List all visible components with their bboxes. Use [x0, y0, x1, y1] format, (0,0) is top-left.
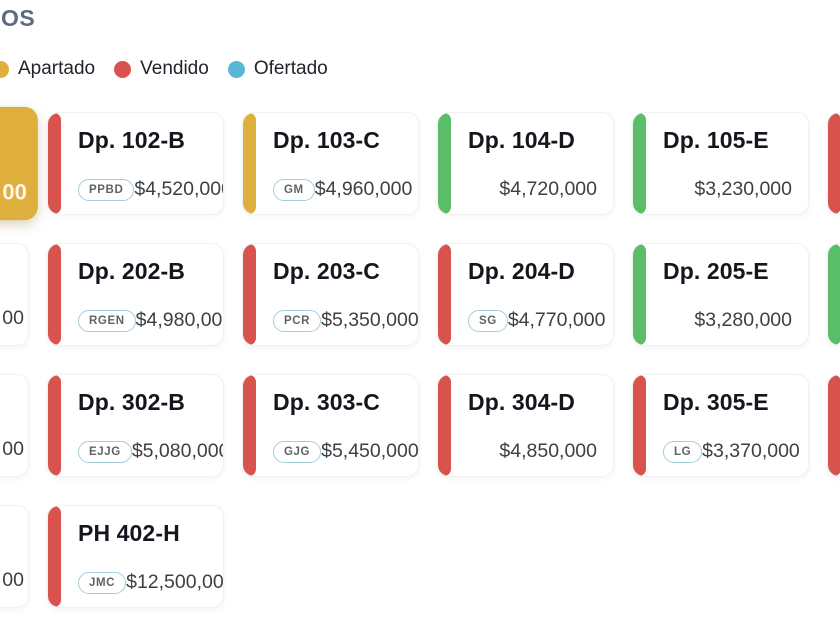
unit-title: Dp. 303-C	[273, 389, 380, 415]
unit-title: Dp. 202-B	[78, 258, 185, 284]
unit-price: $5,450,000	[321, 440, 419, 462]
unit-title: Dp. 103-C	[273, 127, 380, 153]
status-accent-bar	[243, 244, 256, 345]
status-accent-bar	[438, 244, 451, 345]
legend-label: Apartado	[18, 58, 96, 79]
status-accent-bar	[48, 113, 61, 214]
legend-item-apartado: Apartado	[0, 58, 95, 80]
unit-title: Dp. 302-B	[78, 389, 185, 415]
status-legend: Apartado Vendido Ofertado	[0, 58, 328, 80]
unit-price: $3,280,000	[694, 309, 792, 331]
unit-price-fragment: 00	[2, 307, 24, 329]
unit-title: Dp. 104-D	[468, 127, 575, 153]
legend-item-vendido: Vendido	[114, 58, 209, 80]
unit-price: $4,960,000	[314, 178, 413, 200]
unit-price-fragment: 00	[2, 180, 27, 205]
buyer-initials-badge: LG	[663, 440, 703, 463]
unit-card-edge-fragment[interactable]	[827, 112, 840, 215]
unit-title: Dp. 304-D	[468, 389, 575, 415]
buyer-initials-badge: SG	[468, 309, 508, 332]
unit-price: $5,080,000	[131, 440, 224, 462]
unit-price: $4,770,000	[507, 309, 606, 331]
buyer-initials-badge: PCR	[273, 309, 322, 332]
buyer-initials-badge: PPBD	[78, 178, 135, 201]
legend-label: Vendido	[140, 58, 209, 79]
unit-title: PH 402-H	[78, 520, 180, 546]
status-accent-bar	[48, 506, 61, 607]
unit-card-dp-202-b[interactable]: Dp. 202-B RGEN $4,980,000	[47, 243, 224, 346]
unit-card-left-fragment[interactable]: 00	[0, 505, 29, 608]
legend-label: Ofertado	[253, 58, 328, 79]
unit-title: Dp. 205-E	[663, 258, 769, 284]
buyer-initials-badge: GJG	[273, 440, 322, 463]
unit-card-dp-305-e[interactable]: Dp. 305-E LG $3,370,000	[632, 374, 809, 477]
status-accent-bar	[438, 113, 451, 214]
page-title-fragment: OS	[1, 5, 36, 31]
buyer-initials-badge: GM	[273, 178, 315, 201]
vendido-dot-icon	[114, 60, 132, 78]
unit-price: $3,370,000	[702, 440, 800, 462]
unit-price: $12,500,000	[126, 571, 224, 593]
unit-title: Dp. 105-E	[663, 127, 769, 153]
unit-card-dp-204-d[interactable]: Dp. 204-D SG $4,770,000	[437, 243, 614, 346]
status-accent-bar	[828, 244, 840, 345]
unit-card-grid: 00 Dp. 102-B PPBD $4,520,000 Dp. 103-C G…	[0, 106, 840, 608]
status-accent-bar	[48, 244, 61, 345]
unit-price: $5,350,000	[321, 309, 419, 331]
buyer-initials-badge: RGEN	[78, 309, 136, 332]
unit-price-fragment: 00	[2, 438, 24, 460]
status-accent-bar	[828, 375, 840, 476]
unit-price: $4,850,000	[499, 440, 597, 462]
unit-card-dp-304-d[interactable]: Dp. 304-D $4,850,000	[437, 374, 614, 477]
unit-title: Dp. 102-B	[78, 127, 185, 153]
unit-card-edge-fragment[interactable]	[827, 243, 840, 346]
status-accent-bar	[438, 375, 451, 476]
unit-card-dp-104-d[interactable]: Dp. 104-D $4,720,000	[437, 112, 614, 215]
unit-card-dp-205-e[interactable]: Dp. 205-E $3,280,000	[632, 243, 809, 346]
status-accent-bar	[243, 113, 256, 214]
ofertado-dot-icon	[227, 60, 245, 78]
unit-card-dp-102-b[interactable]: Dp. 102-B PPBD $4,520,000	[47, 112, 224, 215]
unit-title: Dp. 305-E	[663, 389, 769, 415]
unit-card-dp-203-c[interactable]: Dp. 203-C PCR $5,350,000	[242, 243, 419, 346]
unit-card-left-fragment[interactable]: 00	[0, 243, 29, 346]
unit-title: Dp. 203-C	[273, 258, 380, 284]
unit-card-left-fragment[interactable]: 00	[0, 374, 29, 477]
buyer-initials-badge: EJJG	[78, 440, 132, 463]
apartado-dot-icon	[0, 60, 9, 78]
status-accent-bar	[243, 375, 256, 476]
unit-price: $3,230,000	[694, 178, 792, 200]
status-accent-bar	[828, 113, 840, 214]
status-accent-bar	[633, 244, 646, 345]
unit-card-dp-105-e[interactable]: Dp. 105-E $3,230,000	[632, 112, 809, 215]
unit-title: Dp. 204-D	[468, 258, 575, 284]
buyer-initials-badge: JMC	[78, 571, 127, 594]
unit-price: $4,980,000	[135, 309, 224, 331]
unit-card-dp-302-b[interactable]: Dp. 302-B EJJG $5,080,000	[47, 374, 224, 477]
unit-price: $4,520,000	[134, 178, 224, 200]
unit-card-selected-fragment[interactable]: 00	[0, 106, 38, 221]
status-accent-bar	[633, 113, 646, 214]
unit-price-fragment: 00	[2, 569, 24, 591]
unit-card-ph-402-h[interactable]: PH 402-H JMC $12,500,000	[47, 505, 224, 608]
unit-card-dp-103-c[interactable]: Dp. 103-C GM $4,960,000	[242, 112, 419, 215]
unit-card-dp-303-c[interactable]: Dp. 303-C GJG $5,450,000	[242, 374, 419, 477]
unit-card-edge-fragment[interactable]	[827, 374, 840, 477]
unit-price: $4,720,000	[499, 178, 597, 200]
legend-item-ofertado: Ofertado	[227, 58, 328, 80]
status-accent-bar	[48, 375, 61, 476]
status-accent-bar	[633, 375, 646, 476]
